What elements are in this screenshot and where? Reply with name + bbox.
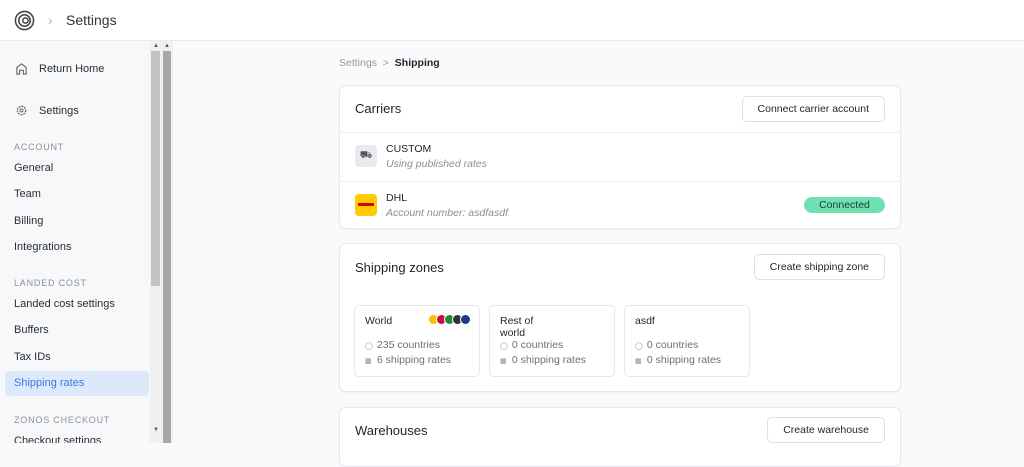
- warehouses-card: Warehouses Create warehouse: [339, 407, 901, 467]
- connect-carrier-button[interactable]: Connect carrier account: [741, 96, 885, 122]
- logo-icon[interactable]: [14, 10, 35, 31]
- grid-icon: ▦: [500, 358, 507, 365]
- zone-card-asdf[interactable]: asdf ◯ 0 countries ▦ 0 shipping rates: [624, 305, 750, 377]
- carrier-subtitle: Account number: asdfasdf: [386, 207, 508, 219]
- sidebar-item-return-home[interactable]: Return Home: [39, 63, 105, 75]
- zone-name: World: [365, 315, 393, 327]
- sidebar: Return Home Settings ACCOUNT General Tea…: [0, 41, 150, 443]
- breadcrumb: Settings > Shipping: [339, 57, 440, 69]
- dhl-logo-icon: [355, 194, 377, 216]
- top-header: › Settings: [0, 0, 1024, 41]
- shipping-zones-title: Shipping zones: [355, 260, 444, 275]
- page-scrollbar[interactable]: ▲: [161, 41, 173, 443]
- sidebar-item-landed-cost-settings[interactable]: Landed cost settings: [14, 298, 115, 310]
- shipping-zones-card: Shipping zones Create shipping zone Worl…: [339, 243, 901, 392]
- zone-countries: ◯ 235 countries: [365, 339, 440, 351]
- zone-rates: ▦ 6 shipping rates: [365, 354, 452, 366]
- zone-rates: ▦ 0 shipping rates: [500, 354, 587, 366]
- sidebar-item-general[interactable]: General: [14, 162, 54, 174]
- section-account: ACCOUNT: [14, 142, 65, 152]
- zone-card-rest-of-world[interactable]: Rest of world ◯ 0 countries ▦ 0 shipping…: [489, 305, 615, 377]
- truck-icon: ⛟: [355, 145, 377, 167]
- carrier-row-custom[interactable]: ⛟ CUSTOM Using published rates: [340, 132, 900, 181]
- sidebar-item-buffers[interactable]: Buffers: [14, 324, 49, 336]
- section-zonos-checkout: ZONOS CHECKOUT: [14, 415, 111, 425]
- section-landed-cost: LANDED COST: [14, 278, 87, 288]
- create-shipping-zone-button[interactable]: Create shipping zone: [753, 254, 885, 280]
- sidebar-item-tax-ids[interactable]: Tax IDs: [14, 351, 51, 363]
- zone-countries: ◯ 0 countries: [500, 339, 564, 351]
- zone-card-world[interactable]: World ◯ 235 countries ▦ 6 shipping rates: [354, 305, 480, 377]
- breadcrumb-separator: >: [382, 57, 389, 69]
- header-title: Settings: [66, 12, 117, 28]
- zone-name: asdf: [635, 315, 655, 327]
- sidebar-item-shipping-rates[interactable]: Shipping rates: [5, 371, 149, 396]
- carrier-subtitle: Using published rates: [386, 158, 487, 170]
- sidebar-item-settings[interactable]: Settings: [39, 105, 79, 117]
- status-badge: Connected: [804, 197, 885, 213]
- chevron-right-icon: ›: [48, 12, 53, 28]
- pin-icon: ◯: [635, 343, 643, 350]
- pin-icon: ◯: [365, 343, 373, 350]
- breadcrumb-settings[interactable]: Settings: [339, 57, 377, 69]
- zone-rates: ▦ 0 shipping rates: [635, 354, 722, 366]
- grid-icon: ▦: [365, 358, 372, 365]
- carriers-title: Carriers: [355, 101, 402, 116]
- grid-icon: ▦: [635, 358, 642, 365]
- sidebar-item-team[interactable]: Team: [14, 188, 41, 200]
- pin-icon: ◯: [500, 343, 508, 350]
- sidebar-item-integrations[interactable]: Integrations: [14, 241, 72, 253]
- country-flags-icon: [428, 314, 471, 325]
- breadcrumb-current: Shipping: [394, 57, 440, 69]
- carrier-name: CUSTOM: [386, 143, 432, 155]
- zone-countries: ◯ 0 countries: [635, 339, 699, 351]
- home-icon: [16, 63, 27, 75]
- sidebar-item-billing[interactable]: Billing: [14, 215, 44, 227]
- carrier-name: DHL: [386, 192, 408, 204]
- zone-name: Rest of world: [500, 315, 534, 339]
- warehouses-title: Warehouses: [355, 423, 428, 438]
- carriers-card: Carriers Connect carrier account ⛟ CUSTO…: [339, 85, 901, 229]
- sidebar-scrollbar[interactable]: ▲ ▼: [150, 41, 161, 443]
- gear-icon: [16, 105, 27, 116]
- carrier-row-dhl[interactable]: DHL Account number: asdfasdf Connected: [340, 181, 900, 229]
- sidebar-item-checkout-settings[interactable]: Checkout settings: [14, 435, 102, 443]
- create-warehouse-button[interactable]: Create warehouse: [767, 417, 885, 443]
